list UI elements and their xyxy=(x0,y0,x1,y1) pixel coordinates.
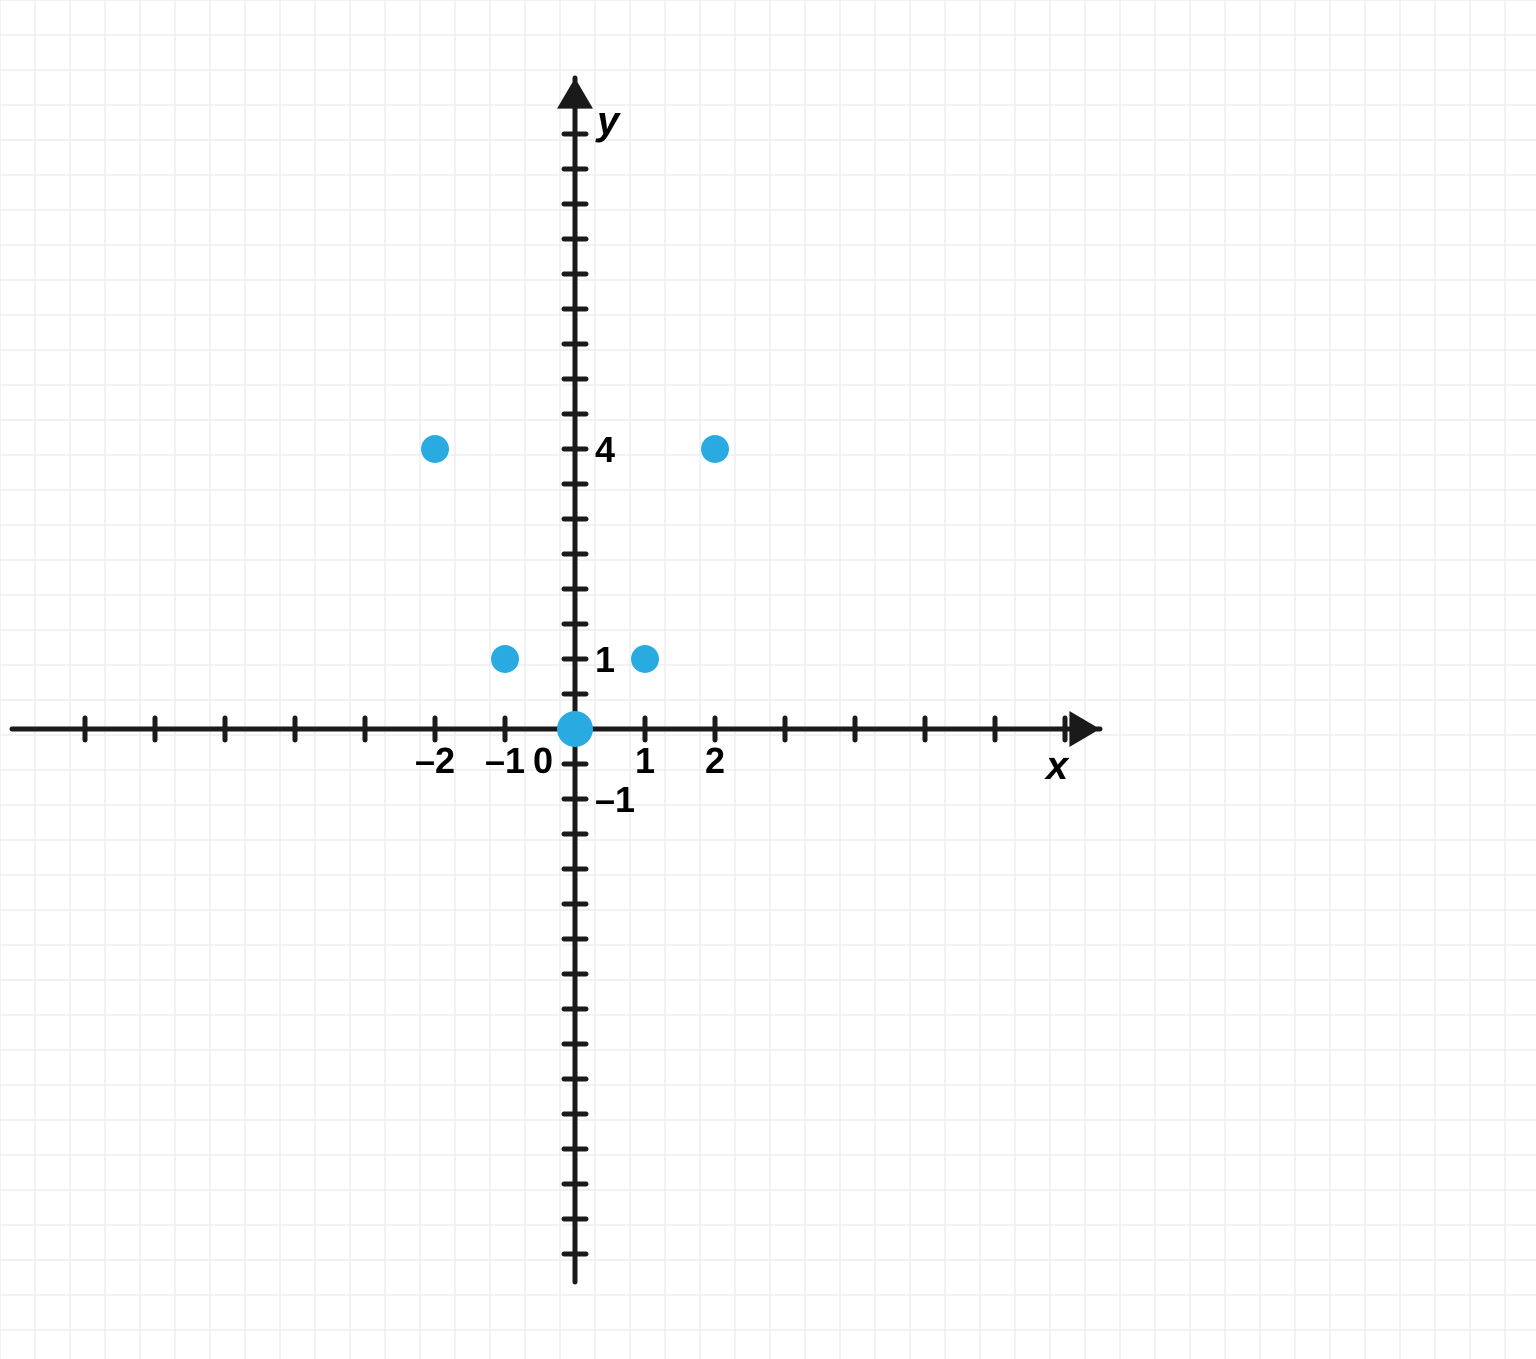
data-point xyxy=(491,645,519,673)
y-tick-label: 1 xyxy=(595,639,615,680)
data-point xyxy=(421,435,449,463)
scatter-chart: –2–1012–114xy xyxy=(0,0,1536,1359)
y-tick-label: 4 xyxy=(595,429,615,470)
x-tick-label: –1 xyxy=(485,740,525,781)
data-point xyxy=(557,711,593,747)
data-point xyxy=(701,435,729,463)
x-tick-label: 2 xyxy=(705,740,725,781)
x-tick-label: 0 xyxy=(533,740,553,781)
y-tick-label: –1 xyxy=(595,779,635,820)
x-tick-label: 1 xyxy=(635,740,655,781)
data-point xyxy=(631,645,659,673)
x-tick-label: –2 xyxy=(415,740,455,781)
y-axis-title: y xyxy=(595,99,621,143)
x-axis-title: x xyxy=(1044,744,1070,788)
